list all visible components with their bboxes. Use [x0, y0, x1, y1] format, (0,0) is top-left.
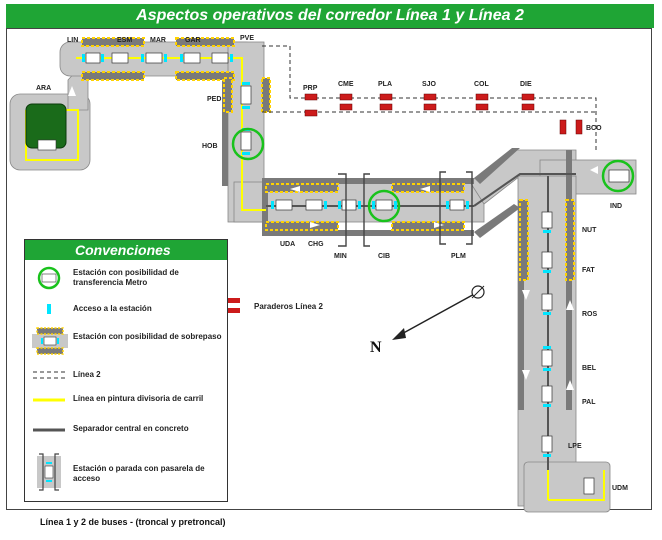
label-mar: MAR	[150, 37, 166, 44]
label-esm: ESM	[117, 37, 132, 44]
diagram-title: Aspectos operativos del corredor Línea 1…	[6, 4, 654, 28]
label-ped: PED	[207, 96, 221, 103]
north-label: N	[370, 339, 382, 356]
label-plm: PLM	[451, 253, 466, 260]
label-pla: PLA	[378, 81, 392, 88]
metro-transfer-circles	[231, 127, 635, 223]
label-ara: ARA	[36, 85, 51, 92]
label-udm: UDM	[612, 485, 628, 492]
label-pal: PAL	[582, 399, 596, 406]
label-ros: ROS	[582, 311, 598, 318]
linea2-stops	[304, 93, 583, 135]
label-uda: UDA	[280, 241, 295, 248]
label-hob: HOB	[202, 143, 218, 150]
label-cme: CME	[338, 81, 354, 88]
label-lpe: LPE	[568, 443, 582, 450]
label-col: COL	[474, 81, 490, 88]
overtaking-station-icon	[32, 327, 68, 355]
linea2-route	[262, 45, 597, 150]
overtaking-zones	[81, 37, 575, 281]
ara-station	[37, 139, 57, 151]
label-die: DIE	[520, 81, 532, 88]
red-stops-legend-label: Paraderos Línea 2	[254, 302, 323, 311]
direction-arrows	[68, 86, 598, 390]
label-bel: BEL	[582, 365, 597, 372]
concrete-separator-icon	[33, 428, 65, 432]
label-prp: PRP	[303, 85, 318, 92]
stations	[85, 52, 630, 495]
bridge-brackets	[338, 171, 473, 247]
metro-transfer-icon	[37, 266, 61, 290]
bridge-station-icon	[37, 453, 61, 491]
label-min: MIN	[334, 253, 347, 260]
label-fat: FAT	[582, 267, 595, 274]
label-gar: GAR	[185, 37, 201, 44]
legend: Convenciones Estación con posibilidad de…	[24, 239, 228, 502]
label-nut: NUT	[582, 227, 597, 234]
station-access-icon	[47, 304, 51, 314]
north-arrow: N	[370, 285, 485, 356]
label-chg: CHG	[308, 241, 324, 248]
red-stop-legend-icon	[228, 298, 240, 313]
diagram-caption: Línea 1 y 2 de buses - (troncal y pretro…	[40, 517, 226, 527]
label-cib: CIB	[378, 253, 390, 260]
legend-title: Convenciones	[25, 240, 227, 260]
station-labels: ARA LIN ESM MAR GAR PVE PED HOB UDA CHG …	[36, 35, 628, 492]
label-bco: BCO	[586, 125, 602, 132]
linea2-line-icon	[33, 371, 65, 379]
label-ind: IND	[610, 203, 622, 210]
linea2-stop-labels: PRP CME PLA SJO COL DIE BCO	[303, 81, 602, 132]
label-sjo: SJO	[422, 81, 437, 88]
lane-paint-icon	[33, 398, 65, 402]
label-lin: LIN	[67, 37, 78, 44]
label-pve: PVE	[240, 35, 254, 42]
